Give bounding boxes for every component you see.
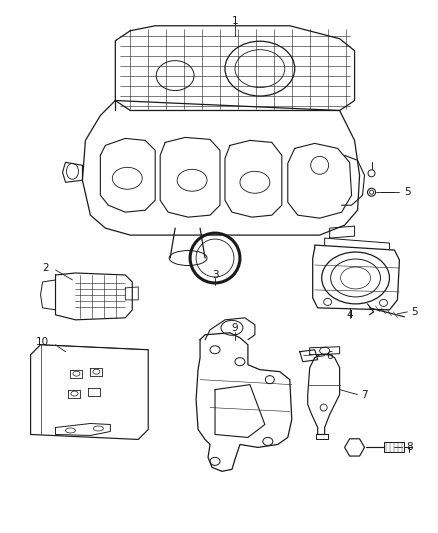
- Text: 8: 8: [406, 442, 413, 453]
- Text: 7: 7: [361, 390, 368, 400]
- Text: 5: 5: [404, 187, 411, 197]
- Text: 4: 4: [346, 310, 353, 320]
- Text: 2: 2: [42, 263, 49, 273]
- Text: 9: 9: [232, 323, 238, 333]
- Text: 3: 3: [212, 270, 218, 280]
- Text: 1: 1: [232, 16, 238, 26]
- Text: 10: 10: [36, 337, 49, 347]
- Text: 6: 6: [326, 351, 333, 361]
- Text: 5: 5: [411, 307, 418, 317]
